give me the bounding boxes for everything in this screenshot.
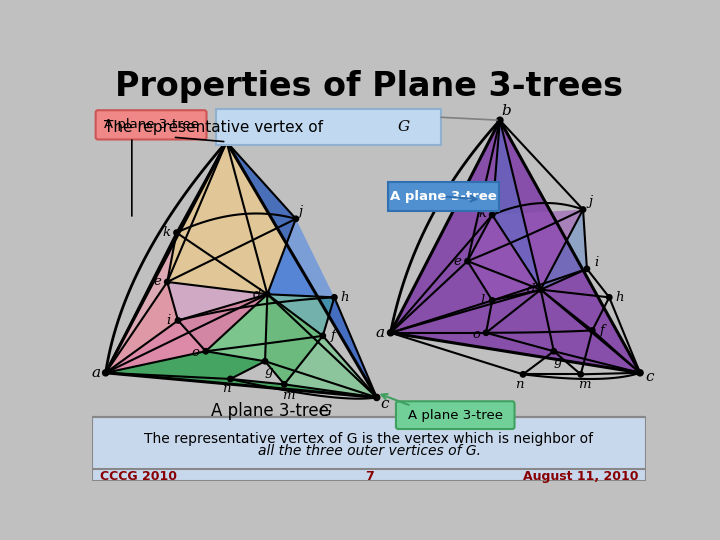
Text: n: n xyxy=(515,378,523,391)
Polygon shape xyxy=(227,142,377,397)
Polygon shape xyxy=(541,210,587,289)
Circle shape xyxy=(203,348,209,354)
Text: g: g xyxy=(554,355,562,368)
Circle shape xyxy=(606,295,612,300)
FancyBboxPatch shape xyxy=(388,182,499,211)
FancyBboxPatch shape xyxy=(92,417,647,481)
FancyBboxPatch shape xyxy=(396,401,515,429)
FancyBboxPatch shape xyxy=(96,110,207,139)
Circle shape xyxy=(165,279,170,285)
Text: h: h xyxy=(616,291,624,304)
FancyBboxPatch shape xyxy=(216,110,441,145)
Text: a: a xyxy=(92,366,101,380)
Text: G: G xyxy=(397,120,410,134)
Text: o: o xyxy=(472,328,480,341)
Circle shape xyxy=(584,266,590,272)
Text: Properties of Plane 3-trees: Properties of Plane 3-trees xyxy=(115,70,623,103)
Polygon shape xyxy=(390,120,640,373)
Polygon shape xyxy=(167,142,296,294)
Text: f: f xyxy=(330,329,336,342)
Text: A plane 3-tree: A plane 3-tree xyxy=(104,118,199,131)
Polygon shape xyxy=(167,282,267,320)
Text: i: i xyxy=(166,314,170,327)
Text: d: d xyxy=(526,283,535,296)
Text: j: j xyxy=(298,205,302,218)
Polygon shape xyxy=(106,142,227,373)
Text: b: b xyxy=(222,125,231,139)
Circle shape xyxy=(223,139,230,145)
Text: o: o xyxy=(192,346,199,359)
Circle shape xyxy=(332,295,337,300)
Text: g: g xyxy=(265,364,273,378)
Circle shape xyxy=(637,370,643,376)
Polygon shape xyxy=(206,294,267,361)
Text: A plane 3-tree: A plane 3-tree xyxy=(390,190,497,203)
Polygon shape xyxy=(492,120,541,289)
Circle shape xyxy=(490,298,495,303)
Text: e: e xyxy=(153,275,161,288)
Text: a: a xyxy=(375,326,384,340)
Circle shape xyxy=(282,382,287,387)
Circle shape xyxy=(265,292,270,297)
Circle shape xyxy=(590,328,595,333)
Circle shape xyxy=(174,230,179,235)
Circle shape xyxy=(293,216,299,221)
Text: j: j xyxy=(589,195,593,208)
Polygon shape xyxy=(265,294,323,384)
Circle shape xyxy=(262,359,268,364)
Text: c: c xyxy=(380,396,389,410)
Text: c: c xyxy=(646,370,654,383)
Text: h: h xyxy=(340,291,348,304)
Circle shape xyxy=(387,330,394,336)
Text: A plane 3-tree: A plane 3-tree xyxy=(408,409,503,422)
Polygon shape xyxy=(178,294,267,351)
Text: The representative vertex of: The representative vertex of xyxy=(104,120,328,134)
Circle shape xyxy=(538,287,544,292)
Text: e: e xyxy=(454,255,462,268)
Text: G: G xyxy=(319,403,332,420)
Text: k: k xyxy=(478,207,486,220)
Polygon shape xyxy=(106,351,377,397)
Text: b: b xyxy=(501,104,511,118)
Text: m: m xyxy=(578,378,591,391)
Text: 7: 7 xyxy=(364,470,374,483)
Circle shape xyxy=(465,259,470,264)
Text: A plane 3-tree: A plane 3-tree xyxy=(211,402,334,420)
Text: all the three outer vertices of G.: all the three outer vertices of G. xyxy=(258,444,480,458)
Text: CCCG 2010: CCCG 2010 xyxy=(99,470,176,483)
Polygon shape xyxy=(467,210,583,300)
Text: The representative vertex of G is the vertex which is neighbor of: The representative vertex of G is the ve… xyxy=(145,432,593,446)
Circle shape xyxy=(551,348,557,354)
Text: m: m xyxy=(282,389,294,402)
Circle shape xyxy=(320,333,325,339)
Circle shape xyxy=(374,394,379,401)
Circle shape xyxy=(483,330,489,335)
Text: k: k xyxy=(163,226,171,239)
Circle shape xyxy=(521,372,526,377)
Polygon shape xyxy=(267,294,334,336)
Circle shape xyxy=(102,370,109,376)
Circle shape xyxy=(228,376,233,382)
Polygon shape xyxy=(284,336,377,397)
Text: i: i xyxy=(594,256,598,269)
Circle shape xyxy=(580,207,586,212)
Polygon shape xyxy=(106,282,178,373)
Polygon shape xyxy=(106,320,206,373)
Polygon shape xyxy=(106,233,176,373)
Circle shape xyxy=(497,117,503,123)
Polygon shape xyxy=(267,219,334,298)
Text: l: l xyxy=(480,294,485,307)
Text: d: d xyxy=(253,288,261,301)
Circle shape xyxy=(176,318,181,323)
Circle shape xyxy=(578,372,583,377)
Circle shape xyxy=(490,212,495,218)
Text: f: f xyxy=(600,324,605,337)
Text: August 11, 2010: August 11, 2010 xyxy=(523,470,639,483)
Text: n: n xyxy=(222,382,231,395)
